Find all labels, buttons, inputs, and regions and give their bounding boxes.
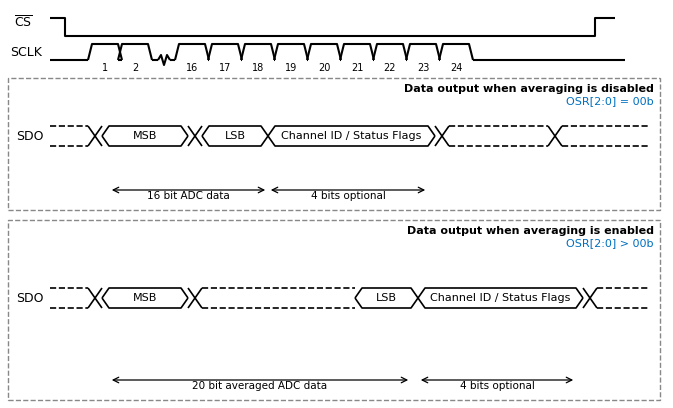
Text: SDO: SDO	[16, 129, 44, 142]
FancyBboxPatch shape	[8, 78, 660, 210]
Text: SDO: SDO	[16, 291, 44, 304]
Text: $\overline{\mathrm{CS}}$: $\overline{\mathrm{CS}}$	[14, 15, 33, 31]
FancyBboxPatch shape	[8, 220, 660, 400]
Text: 23: 23	[417, 63, 429, 73]
Text: 4 bits optional: 4 bits optional	[310, 191, 386, 201]
Text: OSR[2:0] = 00b: OSR[2:0] = 00b	[567, 96, 654, 106]
Text: 18: 18	[252, 63, 264, 73]
Text: 22: 22	[384, 63, 396, 73]
Text: 24: 24	[450, 63, 462, 73]
Text: LSB: LSB	[225, 131, 246, 141]
Text: 2: 2	[132, 63, 138, 73]
Text: 4 bits optional: 4 bits optional	[460, 381, 534, 391]
Text: 20 bit averaged ADC data: 20 bit averaged ADC data	[192, 381, 328, 391]
Text: OSR[2:0] > 00b: OSR[2:0] > 00b	[567, 238, 654, 248]
Text: MSB: MSB	[133, 131, 157, 141]
Text: MSB: MSB	[133, 293, 157, 303]
Text: 16: 16	[186, 63, 198, 73]
Text: LSB: LSB	[376, 293, 397, 303]
Text: Channel ID / Status Flags: Channel ID / Status Flags	[281, 131, 422, 141]
Text: SCLK: SCLK	[10, 46, 42, 58]
Text: Data output when averaging is disabled: Data output when averaging is disabled	[404, 84, 654, 94]
Text: Data output when averaging is enabled: Data output when averaging is enabled	[407, 226, 654, 236]
Text: 20: 20	[318, 63, 330, 73]
Text: 17: 17	[219, 63, 232, 73]
Text: 21: 21	[351, 63, 363, 73]
Text: 1: 1	[102, 63, 108, 73]
Text: Channel ID / Status Flags: Channel ID / Status Flags	[430, 293, 571, 303]
Text: 19: 19	[285, 63, 297, 73]
Text: 16 bit ADC data: 16 bit ADC data	[147, 191, 230, 201]
